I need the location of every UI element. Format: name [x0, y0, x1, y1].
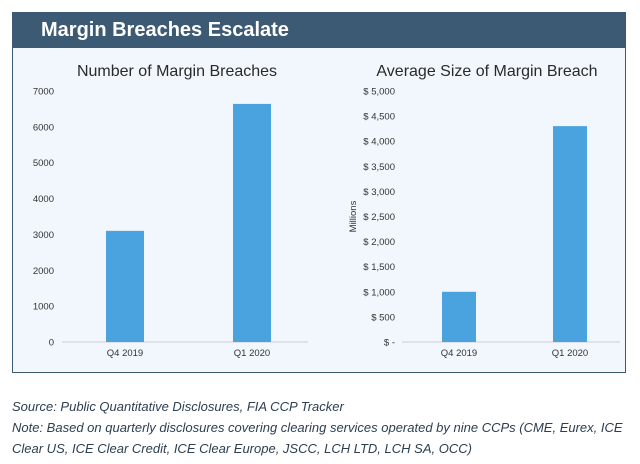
y-axis-label: Millions [348, 200, 359, 232]
chart-number-of-margin-breaches: Number of Margin Breaches 0 1000 2000 3000 40… [33, 63, 308, 359]
y-tick-label: 3000 [33, 230, 54, 241]
x-category-label: Q4 2019 [441, 348, 477, 359]
y-tick-label: $ 1,000 [363, 287, 395, 298]
page-title: Margin Breaches Escalate [41, 19, 289, 41]
y-tick-label: $ 3,000 [363, 187, 395, 198]
chart-title: Number of Margin Breaches [77, 63, 277, 80]
y-tick-label: 1000 [33, 302, 54, 313]
x-category-label: Q1 2020 [552, 348, 588, 359]
y-tick-label: $ 4,500 [363, 112, 395, 123]
bar-q1-2020 [233, 103, 271, 342]
y-tick-label: 2000 [33, 266, 54, 277]
y-tick-label: $ 1,500 [363, 262, 395, 273]
y-tick-label: 0 [49, 338, 54, 349]
y-tick-label: $ 4,000 [363, 137, 395, 148]
bar-q4-2019 [442, 291, 476, 342]
y-tick-label: $ 3,500 [363, 162, 395, 173]
title-banner: Margin Breaches Escalate [13, 13, 625, 48]
y-tick-label: 4000 [33, 194, 54, 205]
y-tick-label: $ 5,000 [363, 87, 395, 98]
bar-q4-2019 [106, 230, 144, 342]
x-category-label: Q4 2019 [107, 348, 143, 359]
chart-title: Average Size of Margin Breach [376, 63, 597, 80]
note-text: Note: Based on quarterly disclosures cov… [12, 420, 623, 456]
source-text: Source: Public Quantitative Disclosures,… [12, 399, 344, 414]
y-tick-label: $ 2,000 [363, 237, 395, 248]
footer-notes: Source: Public Quantitative Disclosures,… [12, 396, 632, 459]
y-tick-label: 7000 [33, 87, 54, 98]
y-tick-label: 5000 [33, 158, 54, 169]
chart-average-size-of-margin-breach: Average Size of Margin Breach Millions $ -… [348, 63, 620, 359]
y-tick-label: 6000 [33, 122, 54, 133]
y-tick-label: $ - [384, 338, 395, 349]
y-tick-label: $ 500 [371, 312, 395, 323]
bar-q1-2020 [553, 126, 587, 342]
x-category-label: Q1 2020 [234, 348, 270, 359]
y-tick-label: $ 2,500 [363, 212, 395, 223]
